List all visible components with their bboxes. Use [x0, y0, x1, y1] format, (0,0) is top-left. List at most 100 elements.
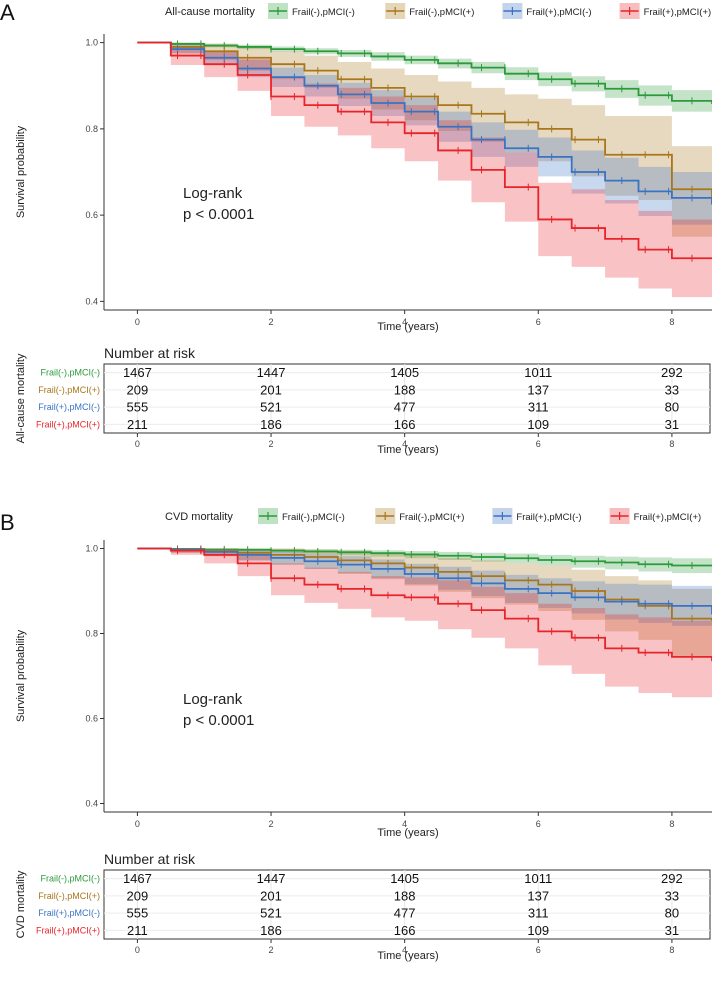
legend: CVD mortality Frail(-),pMCI(-) Frail(-),pM…	[165, 508, 701, 524]
risk-x-tick-label: 0	[135, 945, 140, 955]
risk-x-tick-label: 2	[269, 439, 274, 449]
risk-x-axis-label: Time (years)	[377, 444, 438, 456]
x-tick-label: 8	[669, 819, 674, 829]
legend: All-cause mortality Frail(-),pMCI(-) Frail…	[165, 3, 711, 19]
legend-label: Frail(-),pMCI(+)	[399, 512, 464, 523]
risk-table-frame	[103, 363, 711, 434]
risk-x-tick-label: 0	[135, 439, 140, 449]
risk-value: 1447	[257, 365, 286, 380]
risk-value: 1467	[123, 365, 152, 380]
y-tick-label: 0.8	[85, 124, 98, 134]
risk-value: 109	[527, 417, 549, 432]
x-tick-label: 0	[135, 317, 140, 327]
legend-label: Frail(-),pMCI(+)	[409, 7, 474, 18]
x-tick-label: 4	[402, 819, 407, 829]
x-tick-label: 8	[669, 317, 674, 327]
survival-curve	[137, 41, 712, 104]
survival-curve	[137, 547, 712, 662]
legend-label: Frail(+),pMCI(-)	[516, 512, 581, 523]
logrank-pvalue: p < 0.0001	[183, 206, 254, 223]
risk-value: 201	[260, 382, 282, 397]
legend-item: Frail(-),pMCI(+)	[385, 3, 474, 19]
y-tick-label: 1.0	[85, 544, 98, 554]
x-tick-label: 6	[536, 317, 541, 327]
risk-value: 201	[260, 888, 282, 903]
risk-row-label: Frail(+),pMCI(+)	[36, 419, 100, 429]
ci-band	[137, 548, 712, 698]
ci-band	[137, 548, 712, 664]
risk-value: 555	[127, 906, 149, 921]
ci-band	[137, 42, 712, 259]
risk-value: 292	[661, 365, 683, 380]
y-axis-label: Survival probability	[15, 629, 27, 722]
x-tick-label: 2	[269, 317, 274, 327]
y-tick-label: 0.4	[85, 296, 98, 306]
risk-value: 292	[661, 871, 683, 886]
logrank-label: Log-rank	[183, 185, 243, 202]
risk-value: 1447	[257, 871, 286, 886]
ci-band	[137, 42, 712, 302]
y-tick-label: 0.6	[85, 210, 98, 220]
risk-value: 166	[394, 417, 416, 432]
ci-band	[137, 548, 712, 575]
y-tick-label: 0.4	[85, 799, 98, 809]
risk-value: 31	[665, 923, 679, 938]
panel-letter: B	[0, 510, 15, 535]
risk-value: 1405	[390, 365, 419, 380]
ci-band	[137, 42, 712, 235]
survival-curves	[137, 40, 712, 262]
panel-cvd-mortality: B CVD mortality Frail(-),pMCI(-) Frail(-),p…	[0, 508, 712, 962]
risk-value: 521	[260, 906, 282, 921]
legend-title: All-cause mortality	[165, 6, 255, 18]
risk-value: 109	[527, 923, 549, 938]
risk-table-frame	[103, 869, 711, 940]
x-tick-label: 0	[135, 819, 140, 829]
risk-row-label: Frail(+),pMCI(+)	[36, 925, 100, 935]
risk-value: 1011	[524, 871, 552, 886]
risk-row-label: Frail(-),pMCI(+)	[38, 891, 100, 901]
risk-value: 80	[665, 400, 679, 415]
legend-title: CVD mortality	[165, 511, 233, 523]
risk-value: 477	[394, 906, 416, 921]
risk-x-tick-label: 6	[536, 439, 541, 449]
risk-x-tick-label: 4	[402, 439, 407, 449]
risk-value: 33	[665, 888, 679, 903]
risk-y-axis-label: All-cause mortality	[15, 353, 27, 443]
legend-label: Frail(+),pMCI(+)	[644, 7, 712, 18]
ci-bands	[137, 548, 712, 698]
y-axis-label: Survival probability	[15, 125, 27, 218]
risk-value: 1011	[524, 365, 552, 380]
panel-all-cause-mortality: A All-cause mortality Frail(-),pMCI(-) Frai…	[0, 0, 712, 456]
x-tick-label: 6	[536, 819, 541, 829]
legend-item: Frail(-),pMCI(-)	[268, 3, 355, 19]
risk-value: 31	[665, 417, 679, 432]
risk-value: 1467	[123, 871, 152, 886]
survival-curve	[137, 547, 712, 567]
risk-x-tick-label: 8	[669, 439, 674, 449]
risk-value: 211	[127, 923, 148, 938]
risk-x-tick-label: 6	[536, 945, 541, 955]
survival-curve	[137, 41, 712, 260]
risk-table: Number at risk Frail(-),pMCI(-) 1467 1447 14…	[15, 851, 711, 962]
risk-value: 211	[127, 417, 148, 432]
risk-value: 521	[260, 400, 282, 415]
legend-item: Frail(-),pMCI(+)	[375, 508, 464, 524]
risk-y-axis-label: CVD mortality	[15, 870, 27, 938]
risk-value: 311	[528, 906, 549, 921]
legend-label: Frail(+),pMCI(+)	[634, 512, 702, 523]
risk-value: 137	[527, 382, 549, 397]
survival-curves	[137, 545, 712, 662]
logrank-label: Log-rank	[183, 691, 243, 708]
risk-x-tick-label: 8	[669, 945, 674, 955]
legend-label: Frail(-),pMCI(-)	[292, 7, 355, 18]
survival-curve	[137, 41, 712, 205]
risk-value: 166	[394, 923, 416, 938]
legend-label: Frail(+),pMCI(-)	[526, 7, 591, 18]
y-tick-label: 0.6	[85, 714, 98, 724]
x-axis-label: Time (years)	[377, 321, 438, 333]
survival-curve	[137, 547, 712, 615]
legend-item: Frail(+),pMCI(+)	[619, 3, 712, 19]
risk-value: 209	[127, 888, 149, 903]
risk-row-label: Frail(-),pMCI(-)	[41, 368, 100, 378]
risk-table-title: Number at risk	[104, 345, 196, 361]
